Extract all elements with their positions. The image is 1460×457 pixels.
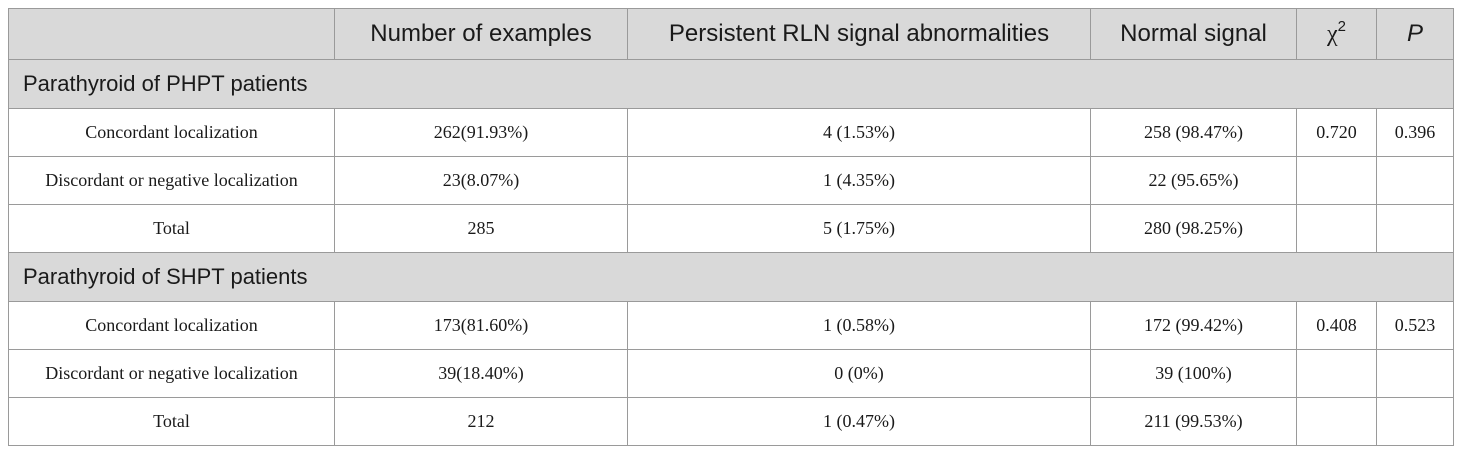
- cell-examples: 285: [334, 204, 628, 253]
- cell-p: 0.396: [1376, 108, 1454, 157]
- cell-abnormal: 0 (0%): [627, 349, 1091, 398]
- results-table: Number of examples Persistent RLN signal…: [8, 8, 1454, 446]
- cell-p: [1376, 156, 1454, 205]
- cell-p: 0.523: [1376, 301, 1454, 350]
- cell-chi: [1296, 204, 1377, 253]
- cell-chi: [1296, 156, 1377, 205]
- cell-examples: 173(81.60%): [334, 301, 628, 350]
- cell-abnormal: 1 (0.58%): [627, 301, 1091, 350]
- header-p-value: P: [1376, 8, 1454, 60]
- row-label: Total: [8, 397, 335, 446]
- cell-examples: 39(18.40%): [334, 349, 628, 398]
- cell-abnormal: 5 (1.75%): [627, 204, 1091, 253]
- row-label: Discordant or negative localization: [8, 349, 335, 398]
- row-label: Discordant or negative localization: [8, 156, 335, 205]
- cell-normal: 172 (99.42%): [1090, 301, 1297, 350]
- cell-examples: 262(91.93%): [334, 108, 628, 157]
- row-label: Concordant localization: [8, 108, 335, 157]
- cell-p: [1376, 204, 1454, 253]
- row-label: Concordant localization: [8, 301, 335, 350]
- cell-abnormal: 4 (1.53%): [627, 108, 1091, 157]
- cell-examples: 212: [334, 397, 628, 446]
- header-empty: [8, 8, 335, 60]
- cell-abnormal: 1 (4.35%): [627, 156, 1091, 205]
- cell-chi: [1296, 397, 1377, 446]
- group-title: Parathyroid of PHPT patients: [8, 59, 1454, 109]
- table-row: Discordant or negative localization 39(1…: [8, 349, 1454, 398]
- header-normal-signal: Normal signal: [1090, 8, 1297, 60]
- cell-normal: 211 (99.53%): [1090, 397, 1297, 446]
- cell-chi: [1296, 349, 1377, 398]
- cell-normal: 39 (100%): [1090, 349, 1297, 398]
- cell-normal: 280 (98.25%): [1090, 204, 1297, 253]
- table-row: Concordant localization 173(81.60%) 1 (0…: [8, 301, 1454, 350]
- p-symbol: P: [1406, 20, 1423, 47]
- cell-chi: 0.408: [1296, 301, 1377, 350]
- group-row-shpt: Parathyroid of SHPT patients: [8, 252, 1454, 302]
- group-title: Parathyroid of SHPT patients: [8, 252, 1454, 302]
- table-row: Total 212 1 (0.47%) 211 (99.53%): [8, 397, 1454, 446]
- table-container: Number of examples Persistent RLN signal…: [8, 8, 1454, 446]
- header-persistent-abnormalities: Persistent RLN signal abnormalities: [627, 8, 1091, 60]
- group-row-phpt: Parathyroid of PHPT patients: [8, 59, 1454, 109]
- header-number-of-examples: Number of examples: [334, 8, 628, 60]
- table-row: Concordant localization 262(91.93%) 4 (1…: [8, 108, 1454, 157]
- row-label: Total: [8, 204, 335, 253]
- cell-normal: 258 (98.47%): [1090, 108, 1297, 157]
- cell-chi: 0.720: [1296, 108, 1377, 157]
- header-row: Number of examples Persistent RLN signal…: [8, 8, 1454, 60]
- cell-abnormal: 1 (0.47%): [627, 397, 1091, 446]
- cell-p: [1376, 349, 1454, 398]
- chi-symbol: χ: [1327, 21, 1338, 47]
- table-row: Total 285 5 (1.75%) 280 (98.25%): [8, 204, 1454, 253]
- cell-p: [1376, 397, 1454, 446]
- cell-examples: 23(8.07%): [334, 156, 628, 205]
- table-row: Discordant or negative localization 23(8…: [8, 156, 1454, 205]
- header-chi-square: χ2: [1296, 8, 1377, 60]
- cell-normal: 22 (95.65%): [1090, 156, 1297, 205]
- chi-superscript: 2: [1337, 18, 1346, 35]
